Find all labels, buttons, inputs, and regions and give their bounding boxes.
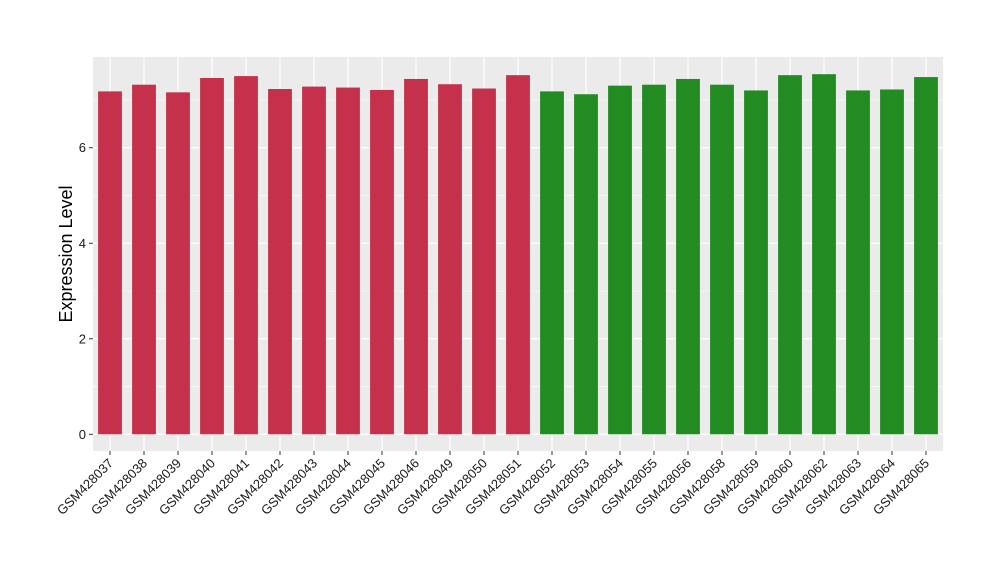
bar-GSM428060 [778,75,802,435]
bar-GSM428062 [812,74,836,435]
bar-GSM428041 [234,76,258,435]
bar-GSM428053 [574,94,598,435]
bar-GSM428040 [200,78,224,435]
bar-GSM428039 [166,92,190,435]
bar-GSM428064 [880,89,904,435]
bar-GSM428044 [336,87,360,435]
y-tick-label: 0 [79,427,86,442]
y-axis: 0 2 4 6 [79,140,93,442]
bar-GSM428042 [268,88,292,435]
y-tick-label: 6 [79,140,86,155]
bar-GSM428055 [642,84,666,435]
bar-GSM428054 [608,85,632,435]
bar-GSM428037 [98,91,122,435]
y-tick-label: 2 [79,331,86,346]
bar-GSM428051 [506,75,530,435]
bar-GSM428056 [676,78,700,435]
bar-GSM428050 [472,88,496,435]
bar-GSM428058 [710,84,734,435]
bar-GSM428043 [302,86,326,435]
y-axis-title: Expression Level [56,185,76,322]
bar-GSM428046 [404,78,428,435]
y-tick-label: 4 [79,236,86,251]
bar-GSM428065 [914,77,938,435]
bar-GSM428052 [540,91,564,435]
bar-GSM428045 [370,89,394,435]
bar-GSM428038 [132,84,156,435]
x-axis: GSM428037GSM428038GSM428039GSM428040GSM4… [54,451,932,518]
bar-GSM428049 [438,84,462,435]
bars [98,74,938,435]
bar-GSM428063 [846,90,870,435]
bar-GSM428059 [744,90,768,435]
